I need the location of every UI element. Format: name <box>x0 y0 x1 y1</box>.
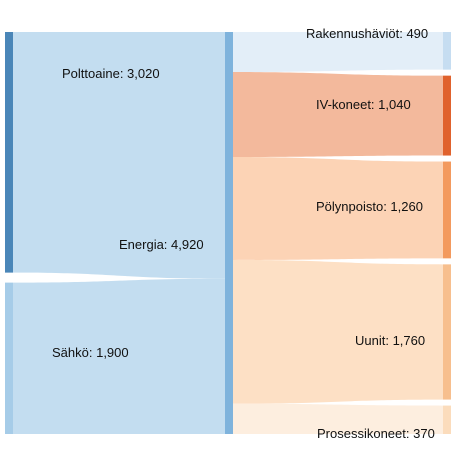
node-sahko <box>5 282 13 434</box>
label-rakennushaviot: Rakennushäviöt: 490 <box>306 26 428 41</box>
label-energia: Energia: 4,920 <box>119 237 204 252</box>
node-prosessikoneet <box>443 405 451 434</box>
label-iv-koneet: IV-koneet: 1,040 <box>316 97 411 112</box>
node-energia <box>225 32 233 434</box>
flow-iv-koneet <box>233 72 443 158</box>
flow-sahko <box>13 278 225 434</box>
label-polynpoisto: Pölynpoisto: 1,260 <box>316 199 423 214</box>
label-prosessikoneet: Prosessikoneet: 370 <box>317 426 435 441</box>
node-rakennushaviot <box>443 32 451 70</box>
node-iv-koneet <box>443 75 451 156</box>
label-polttoaine: Polttoaine: 3,020 <box>62 66 160 81</box>
flow-polttoaine <box>13 32 225 279</box>
flow-polynpoisto <box>233 157 443 260</box>
flow-uunit <box>233 259 443 404</box>
label-sahko: Sähkö: 1,900 <box>52 345 129 360</box>
label-uunit: Uunit: 1,760 <box>355 333 425 348</box>
flow-rakennushaviot <box>233 32 443 73</box>
node-polttoaine <box>5 32 13 273</box>
flow-prosessikoneet <box>233 403 443 434</box>
node-uunit <box>443 264 451 400</box>
node-polynpoisto <box>443 161 451 259</box>
